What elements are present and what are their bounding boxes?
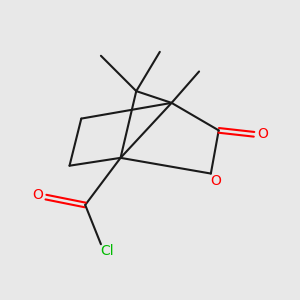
Text: O: O bbox=[32, 188, 43, 202]
Text: Cl: Cl bbox=[100, 244, 114, 258]
Text: O: O bbox=[210, 174, 221, 188]
Text: O: O bbox=[257, 127, 268, 141]
